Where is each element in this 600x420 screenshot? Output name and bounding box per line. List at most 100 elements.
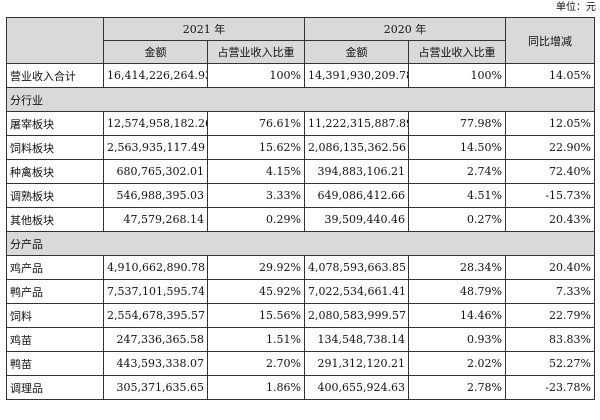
yoy-change: 83.83% <box>505 327 595 352</box>
header-year-2020: 2020 年 <box>304 17 506 41</box>
amount-2021: 16,414,226,264.93 <box>103 63 208 88</box>
row-label: 饲料 <box>6 303 104 328</box>
row-label: 鸡苗 <box>6 327 104 352</box>
amount-2020: 134,548,738.14 <box>304 327 409 352</box>
share-2021: 4.15% <box>207 159 305 184</box>
header-corner-cell <box>6 17 104 64</box>
share-2021: 1.51% <box>207 327 305 352</box>
table-row: 调熟板块 546,988,395.03 3.33% 649,086,412.66 4.5… <box>6 183 595 208</box>
header-year-2021: 2021 年 <box>103 17 305 41</box>
yoy-change: 14.05% <box>505 63 595 88</box>
share-2020: 4.51% <box>408 183 506 208</box>
amount-2021: 47,579,268.14 <box>103 207 208 232</box>
yoy-change: 22.79% <box>505 303 595 328</box>
table-row: 屠宰板块 12,574,958,182.26 76.61% 11,222,315,88… <box>6 111 595 136</box>
table-row: 种禽板块 680,765,302.01 4.15% 394,883,106.21 2.7… <box>6 159 595 184</box>
header-amount-2021: 金额 <box>103 40 208 64</box>
section-header-row: 分产品 <box>6 231 595 256</box>
row-label: 鸭产品 <box>6 279 104 304</box>
amount-2020: 394,883,106.21 <box>304 159 409 184</box>
share-2021: 100% <box>207 63 305 88</box>
amount-2021: 2,563,935,117.49 <box>103 135 208 160</box>
share-2021: 45.92% <box>207 279 305 304</box>
table-row: 其他板块 47,579,268.14 0.29% 39,509,440.46 0.27%… <box>6 207 595 232</box>
amount-2021: 546,988,395.03 <box>103 183 208 208</box>
share-2020: 100% <box>408 63 506 88</box>
amount-2020: 39,509,440.46 <box>304 207 409 232</box>
amount-2020: 2,080,583,999.57 <box>304 303 409 328</box>
share-2020: 77.98% <box>408 111 506 136</box>
amount-2020: 649,086,412.66 <box>304 183 409 208</box>
share-2021: 15.56% <box>207 303 305 328</box>
amount-2020: 7,022,534,661.41 <box>304 279 409 304</box>
section-title: 分行业 <box>6 87 595 112</box>
yoy-change: 20.43% <box>505 207 595 232</box>
row-label: 鸡产品 <box>6 255 104 280</box>
share-2021: 3.33% <box>207 183 305 208</box>
yoy-change: 20.40% <box>505 255 595 280</box>
share-2020: 2.74% <box>408 159 506 184</box>
total-row: 营业收入合计 16,414,226,264.93 100% 14,391,930,20… <box>6 63 595 88</box>
share-2021: 15.62% <box>207 135 305 160</box>
share-2021: 2.70% <box>207 351 305 376</box>
row-label: 其他板块 <box>6 207 104 232</box>
share-2020: 14.46% <box>408 303 506 328</box>
share-2020: 14.50% <box>408 135 506 160</box>
share-2021: 76.61% <box>207 111 305 136</box>
revenue-table: 2021 年 2020 年 同比增减 金额 占营业收入比重 金额 占营业收入比重… <box>6 17 595 400</box>
amount-2021: 443,593,338.07 <box>103 351 208 376</box>
amount-2020: 291,312,120.21 <box>304 351 409 376</box>
share-2020: 28.34% <box>408 255 506 280</box>
amount-2020: 14,391,930,209.78 <box>304 63 409 88</box>
amount-2021: 305,371,635.65 <box>103 375 208 400</box>
share-2020: 0.27% <box>408 207 506 232</box>
row-label: 调熟板块 <box>6 183 104 208</box>
table-row: 饲料板块 2,563,935,117.49 15.62% 2,086,135,362.… <box>6 135 595 160</box>
amount-2020: 4,078,593,663.85 <box>304 255 409 280</box>
amount-2021: 2,554,678,395.57 <box>103 303 208 328</box>
share-2020: 0.93% <box>408 327 506 352</box>
row-label: 营业收入合计 <box>6 63 104 88</box>
row-label: 调理品 <box>6 375 104 400</box>
header-amount-2020: 金额 <box>304 40 409 64</box>
amount-2021: 680,765,302.01 <box>103 159 208 184</box>
yoy-change: 7.33% <box>505 279 595 304</box>
yoy-change: 72.40% <box>505 159 595 184</box>
share-2020: 2.02% <box>408 351 506 376</box>
header-share-2020: 占营业收入比重 <box>408 40 506 64</box>
share-2021: 1.86% <box>207 375 305 400</box>
section-title: 分产品 <box>6 231 595 256</box>
share-2020: 48.79% <box>408 279 506 304</box>
yoy-change: 52.27% <box>505 351 595 376</box>
amount-2020: 2,086,135,362.56 <box>304 135 409 160</box>
table-row: 鸡苗 247,336,365.58 1.51% 134,548,738.14 0.93%… <box>6 327 595 352</box>
amount-2020: 11,222,315,887.89 <box>304 111 409 136</box>
amount-2020: 400,655,924.63 <box>304 375 409 400</box>
yoy-change: 12.05% <box>505 111 595 136</box>
amount-2021: 4,910,662,890.78 <box>103 255 208 280</box>
row-label: 种禽板块 <box>6 159 104 184</box>
table-row: 鸭苗 443,593,338.07 2.70% 291,312,120.21 2.02%… <box>6 351 595 376</box>
amount-2021: 247,336,365.58 <box>103 327 208 352</box>
header-share-2021: 占营业收入比重 <box>207 40 305 64</box>
header-yoy: 同比增减 <box>505 17 595 64</box>
amount-2021: 12,574,958,182.26 <box>103 111 208 136</box>
amount-2021: 7,537,101,595.74 <box>103 279 208 304</box>
yoy-change: -23.78% <box>505 375 595 400</box>
yoy-change: 22.90% <box>505 135 595 160</box>
share-2020: 2.78% <box>408 375 506 400</box>
row-label: 饲料板块 <box>6 135 104 160</box>
table-row: 调理品 305,371,635.65 1.86% 400,655,924.63 2.78… <box>6 375 595 400</box>
header-row-years: 2021 年 2020 年 同比增减 <box>6 17 595 64</box>
row-label: 屠宰板块 <box>6 111 104 136</box>
row-label: 鸭苗 <box>6 351 104 376</box>
share-2021: 0.29% <box>207 207 305 232</box>
section-header-row: 分行业 <box>6 87 595 112</box>
header-row-columns: 金额 占营业收入比重 金额 占营业收入比重 <box>7 40 595 64</box>
table-row: 鸭产品 7,537,101,595.74 45.92% 7,022,534,661.4… <box>6 279 595 304</box>
yoy-change: -15.73% <box>505 183 595 208</box>
table-row: 鸡产品 4,910,662,890.78 29.92% 4,078,593,663.8… <box>6 255 595 280</box>
share-2021: 29.92% <box>207 255 305 280</box>
table-row: 饲料 2,554,678,395.57 15.56% 2,080,583,999.57… <box>6 303 595 328</box>
unit-label: 单位：元 <box>556 2 596 13</box>
